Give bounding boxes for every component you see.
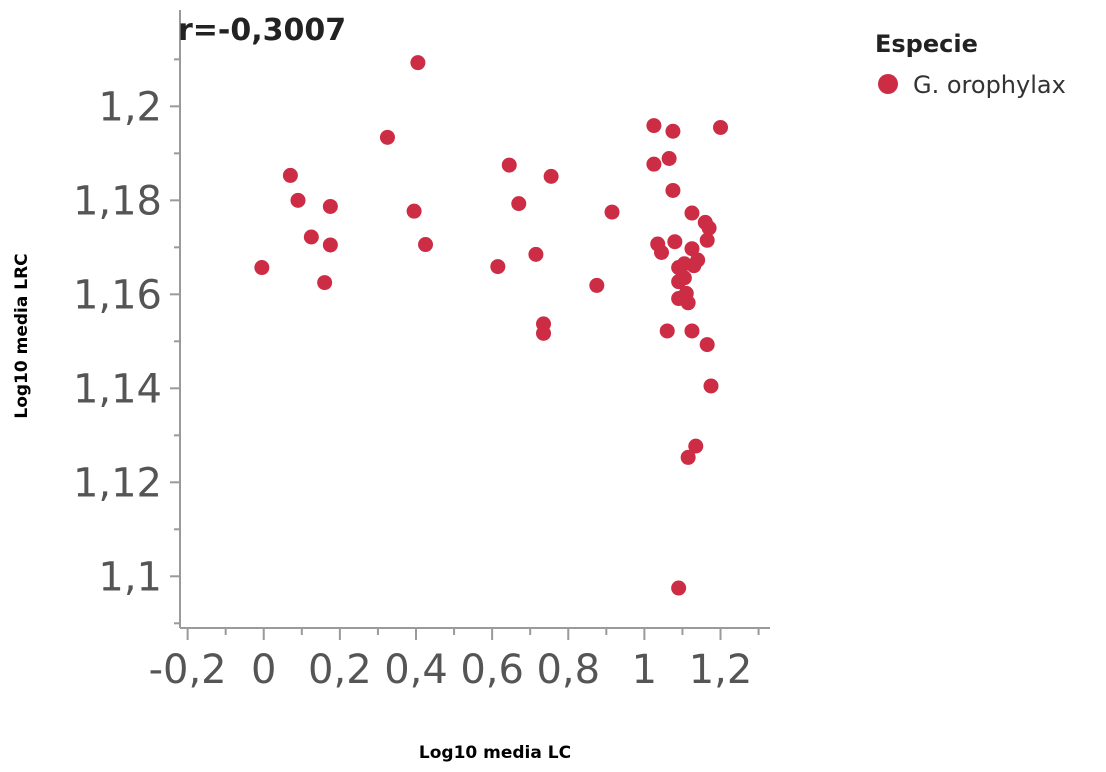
data-point <box>713 119 729 135</box>
y-tick-label: 1,16 <box>73 272 162 318</box>
data-point <box>543 168 559 184</box>
y-tick-label: 1,12 <box>73 460 162 506</box>
data-point <box>490 259 506 275</box>
data-point <box>684 241 700 257</box>
data-point <box>282 167 298 183</box>
data-point <box>703 378 719 394</box>
data-point <box>671 580 687 596</box>
data-point <box>667 234 683 250</box>
legend-marker-icon <box>878 74 898 94</box>
x-tick-label: -0,2 <box>149 647 227 693</box>
data-point <box>303 229 319 245</box>
data-point <box>699 337 715 353</box>
data-point <box>646 118 662 134</box>
data-point <box>684 323 700 339</box>
data-point <box>501 157 517 173</box>
data-point <box>665 123 681 139</box>
data-points <box>254 55 729 596</box>
data-point <box>680 295 696 311</box>
data-point <box>290 192 306 208</box>
data-point <box>661 151 677 167</box>
x-tick-label: 0,2 <box>308 647 372 693</box>
data-point <box>536 325 552 341</box>
data-point <box>511 196 527 212</box>
x-axis-ticks: -0,2 0 0,2 0,4 0,6 0,8 1 1,2 <box>149 628 760 693</box>
x-axis-title: Log10 media LC <box>419 743 571 763</box>
data-point <box>418 237 434 253</box>
data-point <box>676 270 692 286</box>
data-point <box>699 232 715 248</box>
x-tick-label: 0,6 <box>460 647 524 693</box>
data-point <box>254 260 270 276</box>
data-point <box>646 156 662 172</box>
y-axis-ticks: 1,1 1,12 1,14 1,16 1,18 1,2 <box>73 58 180 625</box>
data-point <box>690 252 706 268</box>
data-point <box>604 204 620 220</box>
y-tick-label: 1,2 <box>98 84 162 130</box>
x-tick-label: 0,8 <box>536 647 600 693</box>
plot-frame <box>179 10 770 629</box>
data-point <box>322 198 338 214</box>
data-point <box>684 205 700 221</box>
legend: Especie G. orophylax <box>875 30 1066 99</box>
legend-title: Especie <box>875 30 978 58</box>
y-tick-label: 1,1 <box>98 554 162 600</box>
data-point <box>654 245 670 261</box>
data-point <box>379 129 395 145</box>
data-point <box>701 220 717 236</box>
data-point <box>659 323 675 339</box>
data-point <box>322 237 338 253</box>
data-point <box>410 55 426 71</box>
data-point <box>406 203 422 219</box>
x-tick-label: 0 <box>251 647 276 693</box>
data-point <box>528 246 544 262</box>
correlation-annotation: r=-0,3007 <box>178 13 346 48</box>
x-tick-label: 1,2 <box>689 647 753 693</box>
x-tick-label: 1 <box>632 647 657 693</box>
data-point <box>680 449 696 465</box>
y-axis-title: Log10 media LRC <box>12 253 32 418</box>
data-point <box>688 438 704 454</box>
y-tick-label: 1,18 <box>73 178 162 224</box>
data-point <box>665 182 681 198</box>
legend-label: G. orophylax <box>913 71 1066 99</box>
data-point <box>317 275 333 291</box>
y-tick-label: 1,14 <box>73 366 162 412</box>
x-tick-label: 0,4 <box>384 647 448 693</box>
data-point <box>589 277 605 293</box>
